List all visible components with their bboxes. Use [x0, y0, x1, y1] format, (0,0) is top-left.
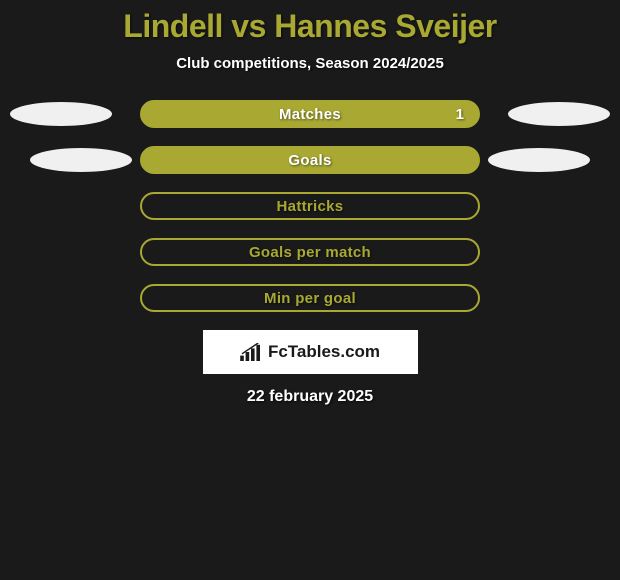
stat-bar: Matches 1: [140, 100, 480, 128]
left-ellipse: [30, 148, 132, 172]
stat-row: Goals: [0, 146, 620, 174]
logo-box[interactable]: FcTables.com: [203, 330, 418, 374]
stat-value: 1: [456, 106, 464, 123]
right-ellipse: [488, 148, 590, 172]
stat-row: Goals per match: [0, 238, 620, 266]
stat-bar: Min per goal: [140, 284, 480, 312]
right-ellipse: [508, 102, 610, 126]
stat-label: Goals per match: [249, 244, 371, 261]
fctables-logo-icon: [240, 343, 262, 361]
stat-bar: Goals: [140, 146, 480, 174]
date-label: 22 february 2025: [0, 388, 620, 406]
stat-label: Matches: [279, 106, 341, 123]
logo-text: FcTables.com: [268, 342, 380, 362]
stat-bar: Hattricks: [140, 192, 480, 220]
stat-label: Hattricks: [277, 198, 344, 215]
stat-row: Matches 1: [0, 100, 620, 128]
stat-label: Goals: [288, 152, 331, 169]
stat-row: Hattricks: [0, 192, 620, 220]
stat-label: Min per goal: [264, 290, 356, 307]
stat-row: Min per goal: [0, 284, 620, 312]
left-ellipse: [10, 102, 112, 126]
stat-bar: Goals per match: [140, 238, 480, 266]
page-title: Lindell vs Hannes Sveijer: [0, 8, 620, 45]
subtitle: Club competitions, Season 2024/2025: [0, 55, 620, 72]
stat-rows: Matches 1 Goals Hattricks Goals per match Min…: [0, 100, 620, 312]
comparison-widget: Lindell vs Hannes Sveijer Club competiti…: [0, 0, 620, 406]
